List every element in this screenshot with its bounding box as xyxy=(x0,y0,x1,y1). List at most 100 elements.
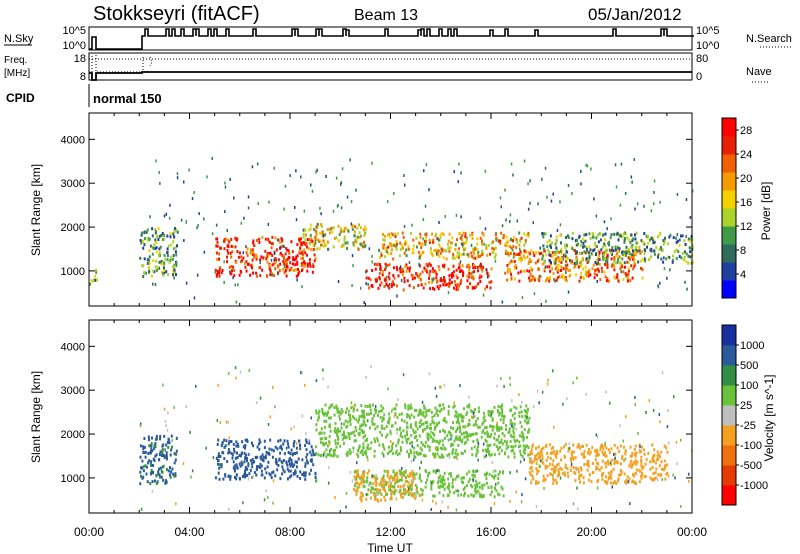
echo-cell xyxy=(251,248,254,252)
echo-cell xyxy=(326,444,329,448)
scatter-cell xyxy=(430,508,432,511)
echo-cell xyxy=(640,455,643,459)
echo-cell xyxy=(165,451,168,455)
echo-cell xyxy=(376,492,378,496)
scatter-cell xyxy=(307,439,310,443)
scatter-cell xyxy=(401,467,403,470)
echo-cell xyxy=(290,268,293,272)
echo-cell xyxy=(303,248,306,252)
echo-cell xyxy=(390,489,393,493)
echo-cell xyxy=(304,262,307,266)
echo-cell xyxy=(436,279,439,283)
echo-cell xyxy=(405,269,408,273)
echo-cell xyxy=(582,452,585,456)
echo-cell xyxy=(288,475,291,479)
velocity-cbar-label: Velocity [m s^-1] xyxy=(762,375,776,462)
echo-cell xyxy=(395,451,398,455)
echo-cell xyxy=(301,256,304,260)
scatter-cell xyxy=(167,254,169,258)
echo-cell xyxy=(443,406,446,410)
echo-cell xyxy=(365,412,368,416)
echo-cell xyxy=(363,234,366,238)
echo-cell xyxy=(441,453,443,457)
echo-cell xyxy=(660,450,663,454)
echo-cell xyxy=(246,253,249,257)
echo-cell xyxy=(585,257,588,261)
scatter-cell xyxy=(314,239,317,243)
scatter-cell xyxy=(403,174,405,177)
echo-cell xyxy=(306,253,308,257)
echo-cell xyxy=(555,265,558,269)
echo-cell xyxy=(146,261,149,265)
echo-cell xyxy=(564,455,566,459)
echo-cell xyxy=(617,238,620,242)
scatter-cell xyxy=(666,276,668,280)
echo-cell xyxy=(318,415,320,419)
echo-cell xyxy=(426,426,428,430)
echo-cell xyxy=(314,257,317,261)
echo-cell xyxy=(610,462,613,466)
echo-cell xyxy=(504,242,507,246)
echo-cell xyxy=(610,458,613,462)
echo-cell xyxy=(655,245,658,249)
echo-cell xyxy=(217,452,220,456)
echo-cell xyxy=(276,468,279,472)
echo-cell xyxy=(419,272,422,276)
echo-cell xyxy=(648,258,651,262)
echo-cell xyxy=(269,269,272,273)
echo-cell xyxy=(580,261,583,265)
echo-cell xyxy=(494,253,497,256)
echo-cell xyxy=(355,240,358,244)
scatter-cell xyxy=(605,390,607,394)
echo-cell xyxy=(397,479,400,483)
echo-cell xyxy=(257,442,260,446)
echo-cell xyxy=(489,435,492,439)
echo-cell xyxy=(577,265,580,269)
echo-cell xyxy=(334,448,337,452)
echo-cell xyxy=(529,473,532,477)
echo-cell xyxy=(323,451,326,455)
echo-cell xyxy=(477,489,480,493)
echo-cell xyxy=(306,264,309,268)
echo-cell xyxy=(365,227,367,231)
echo-cell xyxy=(139,444,142,448)
freq-right-tick-bottom: 0 xyxy=(696,71,702,83)
echo-cell xyxy=(529,466,532,470)
echo-cell xyxy=(466,285,469,289)
echo-cell xyxy=(468,477,471,481)
echo-cell xyxy=(687,261,690,265)
echo-cell xyxy=(472,266,475,270)
echo-cell xyxy=(491,417,494,421)
echo-cell xyxy=(617,258,620,262)
echo-cell xyxy=(311,270,314,274)
echo-cell xyxy=(139,470,142,474)
echo-cell xyxy=(625,273,628,277)
echo-cell xyxy=(643,248,646,252)
echo-cell xyxy=(464,247,467,251)
echo-cell xyxy=(166,440,169,444)
scatter-cell xyxy=(140,507,143,511)
echo-cell xyxy=(543,232,546,236)
echo-cell xyxy=(259,466,262,470)
echo-cell xyxy=(601,252,604,256)
echo-cell xyxy=(379,430,382,434)
echo-cell xyxy=(453,439,456,443)
echo-cell xyxy=(623,253,626,257)
scatter-cell xyxy=(420,460,422,464)
scatter-cell xyxy=(171,439,173,442)
echo-cell xyxy=(369,481,372,485)
scatter-cell xyxy=(585,392,587,396)
echo-cell xyxy=(467,422,470,426)
echo-cell xyxy=(543,267,546,271)
echo-cell xyxy=(396,471,398,475)
echo-cell xyxy=(406,474,409,478)
echo-cell xyxy=(334,426,337,430)
echo-cell xyxy=(641,473,644,477)
echo-cell xyxy=(412,494,415,498)
echo-cell xyxy=(429,263,432,267)
echo-cell xyxy=(384,278,387,282)
echo-cell xyxy=(559,233,562,237)
echo-cell xyxy=(506,264,509,267)
scatter-cell xyxy=(411,444,413,448)
echo-cell xyxy=(269,251,272,255)
